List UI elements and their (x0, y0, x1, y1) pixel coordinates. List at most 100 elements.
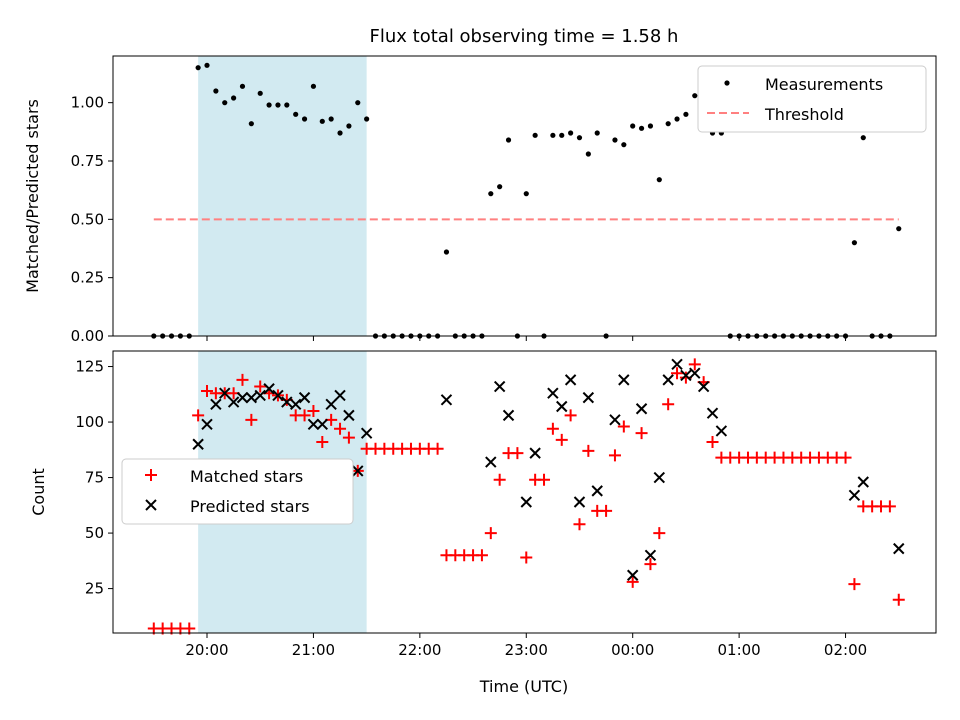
predicted-star-point (564, 374, 577, 386)
matched-star-point (653, 527, 666, 540)
predicted-star-point (848, 489, 861, 502)
predicted-star-point (706, 407, 719, 419)
predicted-star-point (334, 389, 346, 402)
x-tick-label: 01:00 (718, 641, 761, 659)
bottom-y-tick-label: 25 (85, 580, 104, 598)
predicted-star-point (573, 496, 586, 508)
predicted-star-point (210, 398, 222, 410)
bottom-y-tick-label: 50 (85, 524, 104, 542)
predicted-star-point (485, 456, 497, 468)
predicted-star-point (635, 403, 648, 415)
top-axes-frame (112, 55, 937, 337)
measurement-point (301, 116, 308, 122)
predicted-star-point (192, 438, 204, 450)
x-tick-label: 21:00 (292, 641, 335, 659)
matched-star-point (475, 549, 488, 562)
predicted-star-point (281, 396, 293, 408)
matched-star-point (192, 409, 205, 422)
predicted-star-point (236, 391, 249, 404)
predicted-star-point (307, 418, 320, 430)
measurement-point (692, 93, 698, 99)
bottom-y-ticks: 25 50 75 100 125 (75, 358, 113, 598)
legend-measurements-label: Measurements (765, 75, 883, 94)
matched-star-point (564, 409, 577, 422)
measurement-point (443, 249, 450, 255)
top-legend: Measurements Threshold (697, 65, 927, 133)
matched-star-point (245, 413, 258, 426)
top-panel: 0.00 0.25 0.50 0.75 1.00 Matched/Predicted s… (23, 55, 937, 345)
matched-star-point (839, 451, 852, 464)
matched-star-point (342, 431, 355, 444)
measurement-point (585, 151, 591, 157)
matched-star-point (662, 398, 675, 411)
matched-star-point (298, 409, 311, 422)
predicted-star-point (680, 369, 692, 382)
predicted-star-point (591, 485, 603, 497)
measurement-point (346, 123, 352, 129)
measurement-point (550, 132, 556, 138)
matched-star-point (316, 436, 329, 449)
predicted-star-point (582, 391, 595, 404)
legend-measurement-marker (724, 80, 730, 86)
measurement-point (293, 111, 299, 117)
x-tick-label: 00:00 (611, 641, 654, 659)
predicted-star-point (316, 418, 329, 430)
measurement-point (319, 118, 325, 124)
x-tick-label: 02:00 (824, 641, 867, 659)
measurement-point (239, 83, 246, 89)
chart-title: Flux total observing time = 1.58 h (370, 26, 679, 47)
measurement-point (257, 90, 263, 96)
measurement-point (674, 116, 680, 122)
matched-star-point (635, 427, 648, 440)
legend-matched-marker (145, 469, 157, 481)
legend-predicted-marker (145, 499, 157, 511)
bottom-axes-frame (112, 350, 937, 634)
measurement-point (523, 191, 529, 197)
matched-star-point (883, 500, 896, 513)
predicted-star-point (298, 391, 311, 404)
measurement-point (204, 62, 210, 68)
top-y-tick-label: 1.00 (71, 94, 104, 112)
bottom-x-ticks: 20:00 21:00 22:00 23:00 00:00 01:00 02:00 (185, 633, 867, 659)
top-y-axis-label: Matched/Predicted stars (23, 99, 42, 293)
predicted-star-point (715, 425, 728, 437)
measurement-point (559, 132, 565, 138)
top-y-tick-label: 0.00 (71, 327, 104, 345)
predicted-star-point (893, 542, 905, 555)
matched-star-point (644, 558, 657, 571)
bottom-legend-box (121, 458, 354, 525)
matched-star-point (848, 578, 861, 591)
matched-star-point (334, 422, 347, 435)
matched-star-point (236, 373, 249, 386)
measurement-point (683, 111, 689, 117)
predicted-star-point (689, 367, 701, 379)
measurement-point (355, 100, 361, 106)
predicted-star-point (520, 496, 532, 508)
measurement-point (328, 116, 334, 122)
measurement-point (647, 123, 654, 129)
matched-star-point (688, 358, 701, 371)
measurement-point (594, 130, 600, 136)
x-tick-label: 23:00 (505, 641, 548, 659)
x-tick-label: 22:00 (398, 641, 441, 659)
matched-star-point (484, 527, 497, 540)
measurement-point (656, 177, 662, 183)
predicted-star-point (547, 387, 559, 399)
measurement-point (896, 226, 902, 232)
legend-threshold-label: Threshold (764, 105, 844, 124)
top-y-tick-label: 0.75 (71, 152, 104, 170)
measurement-point (275, 102, 281, 108)
matched-star-point (511, 447, 524, 460)
matched-star-point (626, 575, 639, 588)
predicted-star-point (529, 447, 541, 459)
measurement-point (231, 95, 237, 101)
predicted-star-point (343, 409, 355, 422)
measurement-point (488, 191, 494, 197)
measurement-point (665, 121, 671, 127)
matched-star-point (201, 384, 214, 397)
predicted-star-point (360, 427, 373, 439)
matched-star-point (617, 420, 630, 433)
x-tick-label: 20:00 (185, 641, 228, 659)
measurement-point (576, 135, 583, 141)
